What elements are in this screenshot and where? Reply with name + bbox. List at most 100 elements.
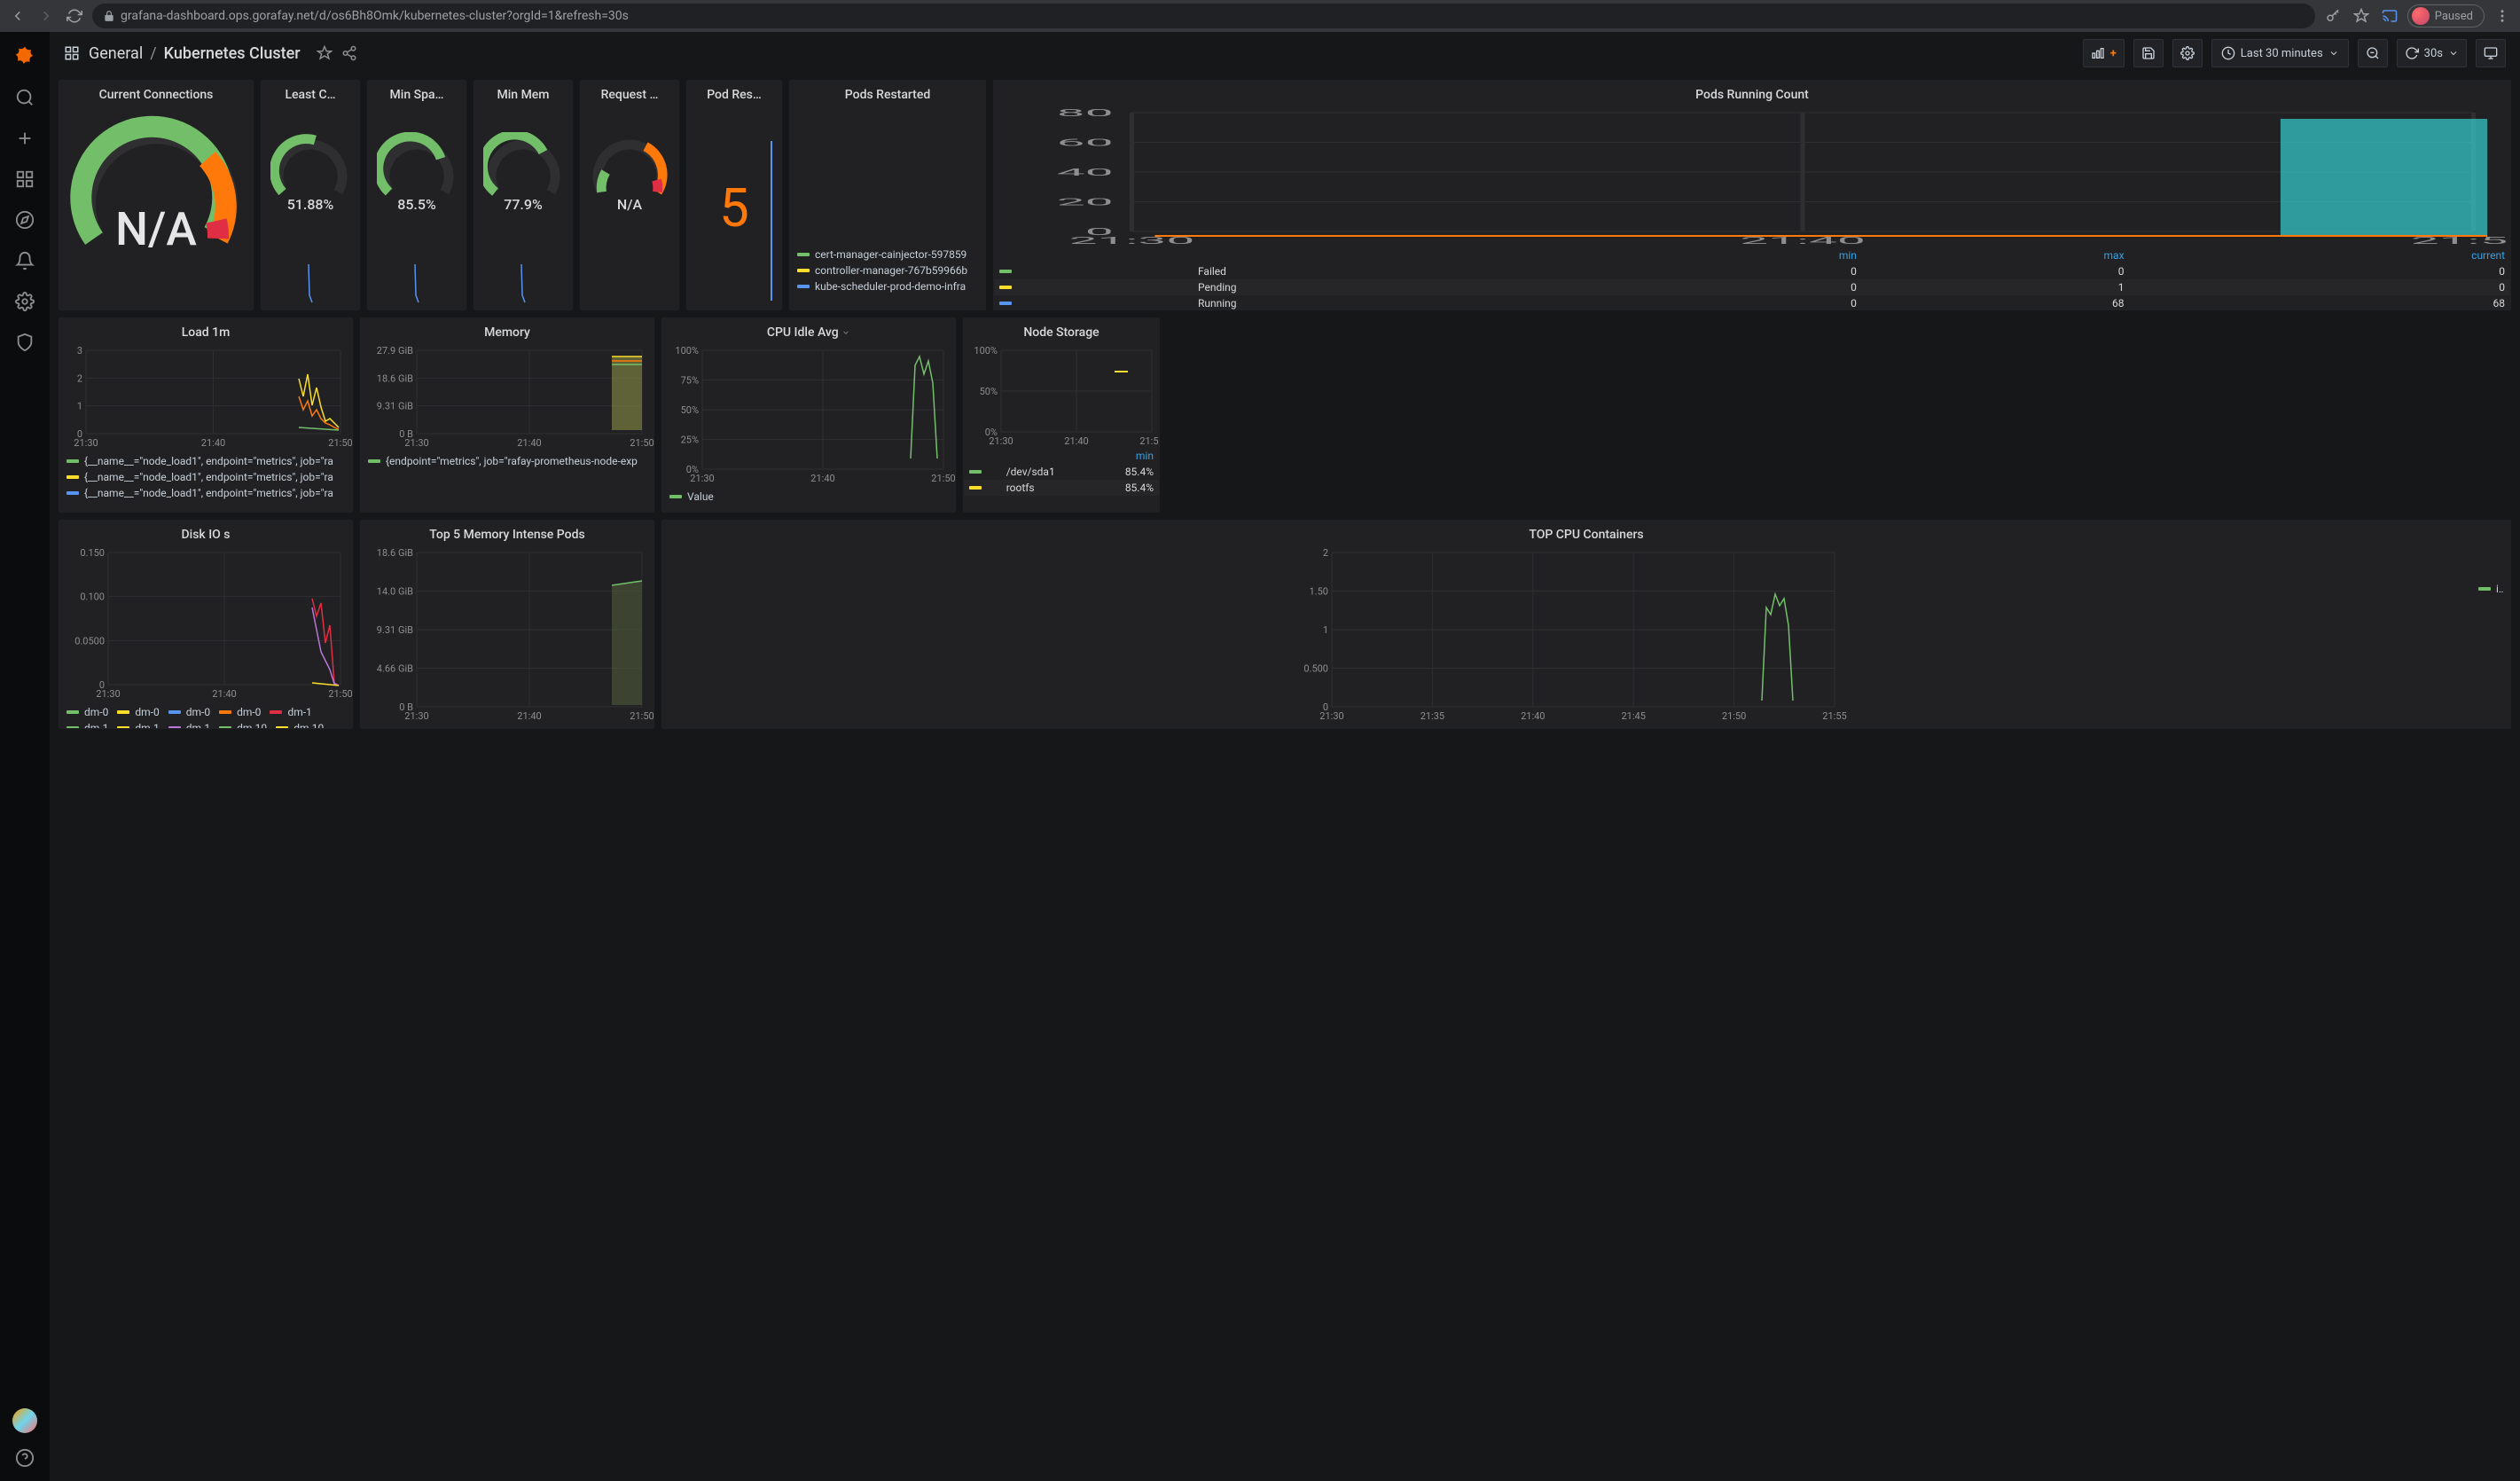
refresh-button[interactable]: 30s xyxy=(2397,39,2467,67)
key-icon[interactable] xyxy=(2322,5,2344,27)
svg-text:21:30: 21:30 xyxy=(404,710,428,722)
svg-text:21:30: 21:30 xyxy=(1069,235,1195,247)
panel-icon[interactable] xyxy=(64,45,80,61)
svg-text:20: 20 xyxy=(1057,197,1114,208)
svg-text:100%: 100% xyxy=(675,345,699,357)
svg-text:21:30: 21:30 xyxy=(404,437,428,449)
svg-text:21:45: 21:45 xyxy=(1621,710,1645,722)
sidebar xyxy=(0,32,50,1481)
svg-text:0.100: 0.100 xyxy=(80,592,105,603)
panel-min-mem[interactable]: Min Mem 77.9% xyxy=(473,80,573,310)
svg-text:21:30: 21:30 xyxy=(690,473,714,484)
back-button[interactable] xyxy=(7,5,28,27)
dashboard-grid: Current Connections N/A Least C… xyxy=(50,74,2520,1481)
breadcrumb-home[interactable]: General xyxy=(89,44,143,63)
panel-node-storage[interactable]: Node Storage 0%50%100%21:3021:4021:50 mi… xyxy=(963,317,1160,513)
lock-icon xyxy=(103,10,115,22)
topbar: General / Kubernetes Cluster + Last 30 m… xyxy=(50,32,2520,74)
panel-min-spa[interactable]: Min Spa… 85.5% xyxy=(367,80,466,310)
svg-text:21:50: 21:50 xyxy=(328,437,352,449)
explore-icon[interactable] xyxy=(12,208,37,232)
panel-request[interactable]: Request … N/A xyxy=(580,80,679,310)
add-panel-button[interactable]: + xyxy=(2083,39,2125,67)
svg-text:21:40: 21:40 xyxy=(517,710,541,722)
svg-text:25%: 25% xyxy=(681,435,699,446)
panel-current-connections[interactable]: Current Connections N/A xyxy=(59,80,254,310)
menu-icon[interactable] xyxy=(2492,5,2513,27)
svg-text:75%: 75% xyxy=(681,375,699,387)
panel-top-cpu[interactable]: TOP CPU Containers 00.50011.50221:3021:3… xyxy=(661,520,2511,729)
browser-bar: grafana-dashboard.ops.gorafay.net/d/os6B… xyxy=(0,0,2520,32)
svg-text:9.31 GiB: 9.31 GiB xyxy=(377,624,413,636)
panel-top5mem[interactable]: Top 5 Memory Intense Pods 0 B4.66 GiB9.3… xyxy=(360,520,654,729)
panel-pod-res[interactable]: Pod Res… 5 xyxy=(686,80,782,310)
svg-text:21:50: 21:50 xyxy=(1139,435,1159,447)
panel-pods-running[interactable]: Pods Running Count 02040608021:3021:4021… xyxy=(993,80,2511,310)
svg-text:21:40: 21:40 xyxy=(212,688,236,700)
help-icon[interactable] xyxy=(12,1446,37,1470)
chart-node-storage: 0%50%100%21:3021:4021:50 xyxy=(964,343,1159,448)
cast-icon[interactable] xyxy=(2379,5,2400,27)
svg-text:40: 40 xyxy=(1057,167,1114,178)
svg-text:21:50: 21:50 xyxy=(931,473,955,484)
svg-text:18.6 GiB: 18.6 GiB xyxy=(377,372,413,384)
paused-badge[interactable]: Paused xyxy=(2407,4,2485,27)
dashboards-icon[interactable] xyxy=(12,167,37,192)
profile-avatar-icon xyxy=(2412,7,2430,25)
svg-text:21:50: 21:50 xyxy=(2411,235,2510,247)
star-outline-icon[interactable] xyxy=(317,45,333,61)
forward-button[interactable] xyxy=(35,5,57,27)
star-icon[interactable] xyxy=(2351,5,2372,27)
panel-least-c[interactable]: Least C… 51.88% xyxy=(261,80,360,310)
url-text: grafana-dashboard.ops.gorafay.net/d/os6B… xyxy=(121,9,629,23)
gauge-big xyxy=(67,106,245,283)
panel-pods-restarted[interactable]: Pods Restarted cert-manager-cainjector-5… xyxy=(789,80,986,310)
user-avatar-icon[interactable] xyxy=(12,1408,37,1433)
alerting-icon[interactable] xyxy=(12,248,37,273)
plus-icon[interactable] xyxy=(12,126,37,151)
svg-text:21:55: 21:55 xyxy=(1822,710,1846,722)
svg-text:18.6 GiB: 18.6 GiB xyxy=(377,547,413,559)
chart-top-cpu: 00.50011.50221:3021:3521:4021:4521:5021:… xyxy=(662,545,2471,723)
time-range-button[interactable]: Last 30 minutes xyxy=(2211,39,2349,67)
breadcrumb: General / Kubernetes Cluster xyxy=(89,44,301,63)
svg-text:21:50: 21:50 xyxy=(328,688,352,700)
svg-text:21:40: 21:40 xyxy=(517,437,541,449)
panel-memory[interactable]: Memory 0 B9.31 GiB18.6 GiB27.9 GiB21:302… xyxy=(360,317,654,513)
search-icon[interactable] xyxy=(12,85,37,110)
svg-text:100%: 100% xyxy=(974,345,998,357)
svg-text:0.0500: 0.0500 xyxy=(74,635,105,646)
svg-text:21:35: 21:35 xyxy=(1420,710,1444,722)
cycle-view-button[interactable] xyxy=(2476,39,2506,67)
svg-text:50%: 50% xyxy=(681,404,699,416)
svg-text:0.150: 0.150 xyxy=(80,547,105,559)
chart-load1m: 012321:3021:4021:50 xyxy=(59,343,352,450)
chart-top5mem: 0 B4.66 GiB9.31 GiB14.0 GiB18.6 GiB21:30… xyxy=(361,545,653,723)
share-icon[interactable] xyxy=(341,45,357,61)
panel-cpu-idle[interactable]: CPU Idle Avg 0%25%50%75%100%21:3021:4021… xyxy=(661,317,956,513)
reload-button[interactable] xyxy=(64,5,85,27)
chevron-down-icon[interactable] xyxy=(841,328,850,337)
svg-text:21:50: 21:50 xyxy=(630,437,653,449)
svg-text:50%: 50% xyxy=(980,386,998,397)
config-icon[interactable] xyxy=(12,289,37,314)
chart-pods-running: 02040608021:3021:4021:50 xyxy=(994,106,2510,247)
svg-text:21:50: 21:50 xyxy=(1722,710,1746,722)
panel-load1m[interactable]: Load 1m 012321:3021:4021:50 {__name__="n… xyxy=(59,317,353,513)
svg-text:1: 1 xyxy=(77,401,82,412)
chart-memory: 0 B9.31 GiB18.6 GiB27.9 GiB21:3021:4021:… xyxy=(361,343,653,450)
svg-text:2: 2 xyxy=(1323,547,1328,559)
svg-text:0.500: 0.500 xyxy=(1303,663,1328,675)
breadcrumb-dashboard[interactable]: Kubernetes Cluster xyxy=(164,44,301,63)
svg-text:9.31 GiB: 9.31 GiB xyxy=(377,401,413,412)
svg-text:21:40: 21:40 xyxy=(1521,710,1545,722)
zoom-out-button[interactable] xyxy=(2358,39,2388,67)
shield-icon[interactable] xyxy=(12,330,37,355)
save-button[interactable] xyxy=(2133,39,2164,67)
svg-text:21:30: 21:30 xyxy=(74,437,98,449)
panel-disk-io[interactable]: Disk IO s 00.05000.1000.15021:3021:4021:… xyxy=(59,520,353,729)
url-bar[interactable]: grafana-dashboard.ops.gorafay.net/d/os6B… xyxy=(92,4,2315,28)
grafana-logo-icon[interactable] xyxy=(12,44,37,69)
svg-text:60: 60 xyxy=(1057,137,1114,149)
settings-button[interactable] xyxy=(2172,39,2203,67)
